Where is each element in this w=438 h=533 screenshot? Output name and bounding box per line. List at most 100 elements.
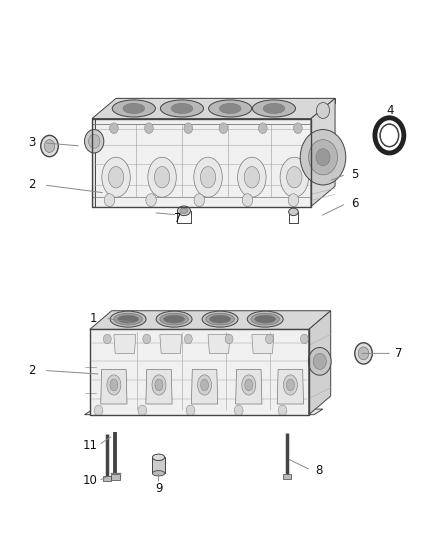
Circle shape — [103, 334, 111, 344]
Circle shape — [184, 334, 192, 344]
Polygon shape — [236, 369, 262, 404]
Polygon shape — [114, 335, 136, 353]
Polygon shape — [116, 98, 335, 102]
Circle shape — [308, 140, 337, 175]
Ellipse shape — [380, 124, 399, 147]
Ellipse shape — [152, 454, 165, 461]
Circle shape — [41, 135, 58, 157]
Ellipse shape — [289, 208, 298, 216]
Polygon shape — [191, 369, 218, 404]
Ellipse shape — [112, 100, 155, 117]
Circle shape — [375, 118, 404, 153]
Polygon shape — [252, 335, 274, 353]
Text: 11: 11 — [82, 439, 97, 451]
Circle shape — [219, 123, 228, 134]
Ellipse shape — [155, 379, 163, 391]
Bar — [111, 474, 120, 480]
Ellipse shape — [152, 375, 166, 395]
Ellipse shape — [201, 166, 215, 188]
Circle shape — [300, 130, 346, 185]
Circle shape — [85, 130, 104, 153]
Ellipse shape — [252, 100, 296, 117]
Bar — [283, 474, 291, 479]
Ellipse shape — [107, 375, 121, 395]
Circle shape — [242, 193, 253, 207]
Bar — [103, 476, 111, 481]
Text: 5: 5 — [351, 168, 358, 181]
Polygon shape — [85, 409, 323, 415]
Ellipse shape — [210, 315, 231, 323]
Circle shape — [316, 149, 330, 166]
Circle shape — [234, 405, 243, 416]
Circle shape — [258, 123, 267, 134]
Ellipse shape — [177, 206, 191, 216]
Text: 9: 9 — [155, 482, 162, 495]
Circle shape — [313, 353, 326, 369]
Circle shape — [225, 334, 233, 344]
Polygon shape — [90, 329, 309, 415]
Circle shape — [88, 134, 100, 148]
Polygon shape — [277, 369, 304, 404]
Ellipse shape — [202, 311, 238, 327]
Ellipse shape — [110, 311, 146, 327]
Ellipse shape — [110, 379, 118, 391]
Ellipse shape — [208, 100, 252, 117]
Circle shape — [308, 348, 331, 375]
Text: 6: 6 — [351, 197, 359, 210]
Ellipse shape — [164, 315, 185, 323]
Ellipse shape — [247, 311, 283, 327]
Ellipse shape — [280, 157, 308, 197]
Ellipse shape — [160, 313, 188, 325]
Ellipse shape — [286, 166, 302, 188]
Text: 10: 10 — [82, 474, 97, 487]
Ellipse shape — [286, 379, 294, 391]
Polygon shape — [92, 119, 95, 207]
Ellipse shape — [283, 375, 297, 395]
Ellipse shape — [263, 103, 285, 114]
Polygon shape — [146, 369, 172, 404]
Circle shape — [94, 405, 103, 416]
Circle shape — [293, 123, 302, 134]
Ellipse shape — [219, 103, 241, 114]
Text: 8: 8 — [315, 464, 322, 477]
Ellipse shape — [251, 313, 279, 325]
Ellipse shape — [201, 379, 208, 391]
Ellipse shape — [148, 157, 176, 197]
Polygon shape — [309, 311, 331, 415]
Circle shape — [110, 123, 118, 134]
Ellipse shape — [254, 315, 276, 323]
Ellipse shape — [171, 103, 193, 114]
Ellipse shape — [123, 103, 145, 114]
Circle shape — [380, 124, 399, 147]
Polygon shape — [90, 311, 331, 329]
Circle shape — [104, 193, 115, 207]
Text: 1: 1 — [89, 312, 97, 325]
Circle shape — [44, 140, 55, 152]
Circle shape — [186, 405, 195, 416]
Ellipse shape — [198, 375, 212, 395]
Ellipse shape — [108, 166, 124, 188]
Ellipse shape — [194, 157, 223, 197]
Ellipse shape — [154, 166, 170, 188]
Polygon shape — [101, 369, 127, 404]
Ellipse shape — [160, 100, 204, 117]
Circle shape — [300, 334, 308, 344]
Ellipse shape — [117, 315, 138, 323]
Ellipse shape — [180, 208, 188, 214]
Text: 2: 2 — [28, 179, 35, 191]
Polygon shape — [311, 98, 335, 207]
Ellipse shape — [156, 311, 192, 327]
Circle shape — [146, 193, 156, 207]
Ellipse shape — [102, 157, 131, 197]
Circle shape — [145, 123, 153, 134]
Ellipse shape — [114, 313, 142, 325]
Text: 7: 7 — [395, 347, 403, 360]
Text: 3: 3 — [28, 136, 35, 149]
Ellipse shape — [206, 313, 234, 325]
Text: 2: 2 — [28, 364, 35, 377]
Ellipse shape — [244, 166, 259, 188]
Circle shape — [138, 405, 147, 416]
Ellipse shape — [237, 157, 266, 197]
Polygon shape — [160, 335, 182, 353]
Text: 7: 7 — [173, 212, 181, 225]
